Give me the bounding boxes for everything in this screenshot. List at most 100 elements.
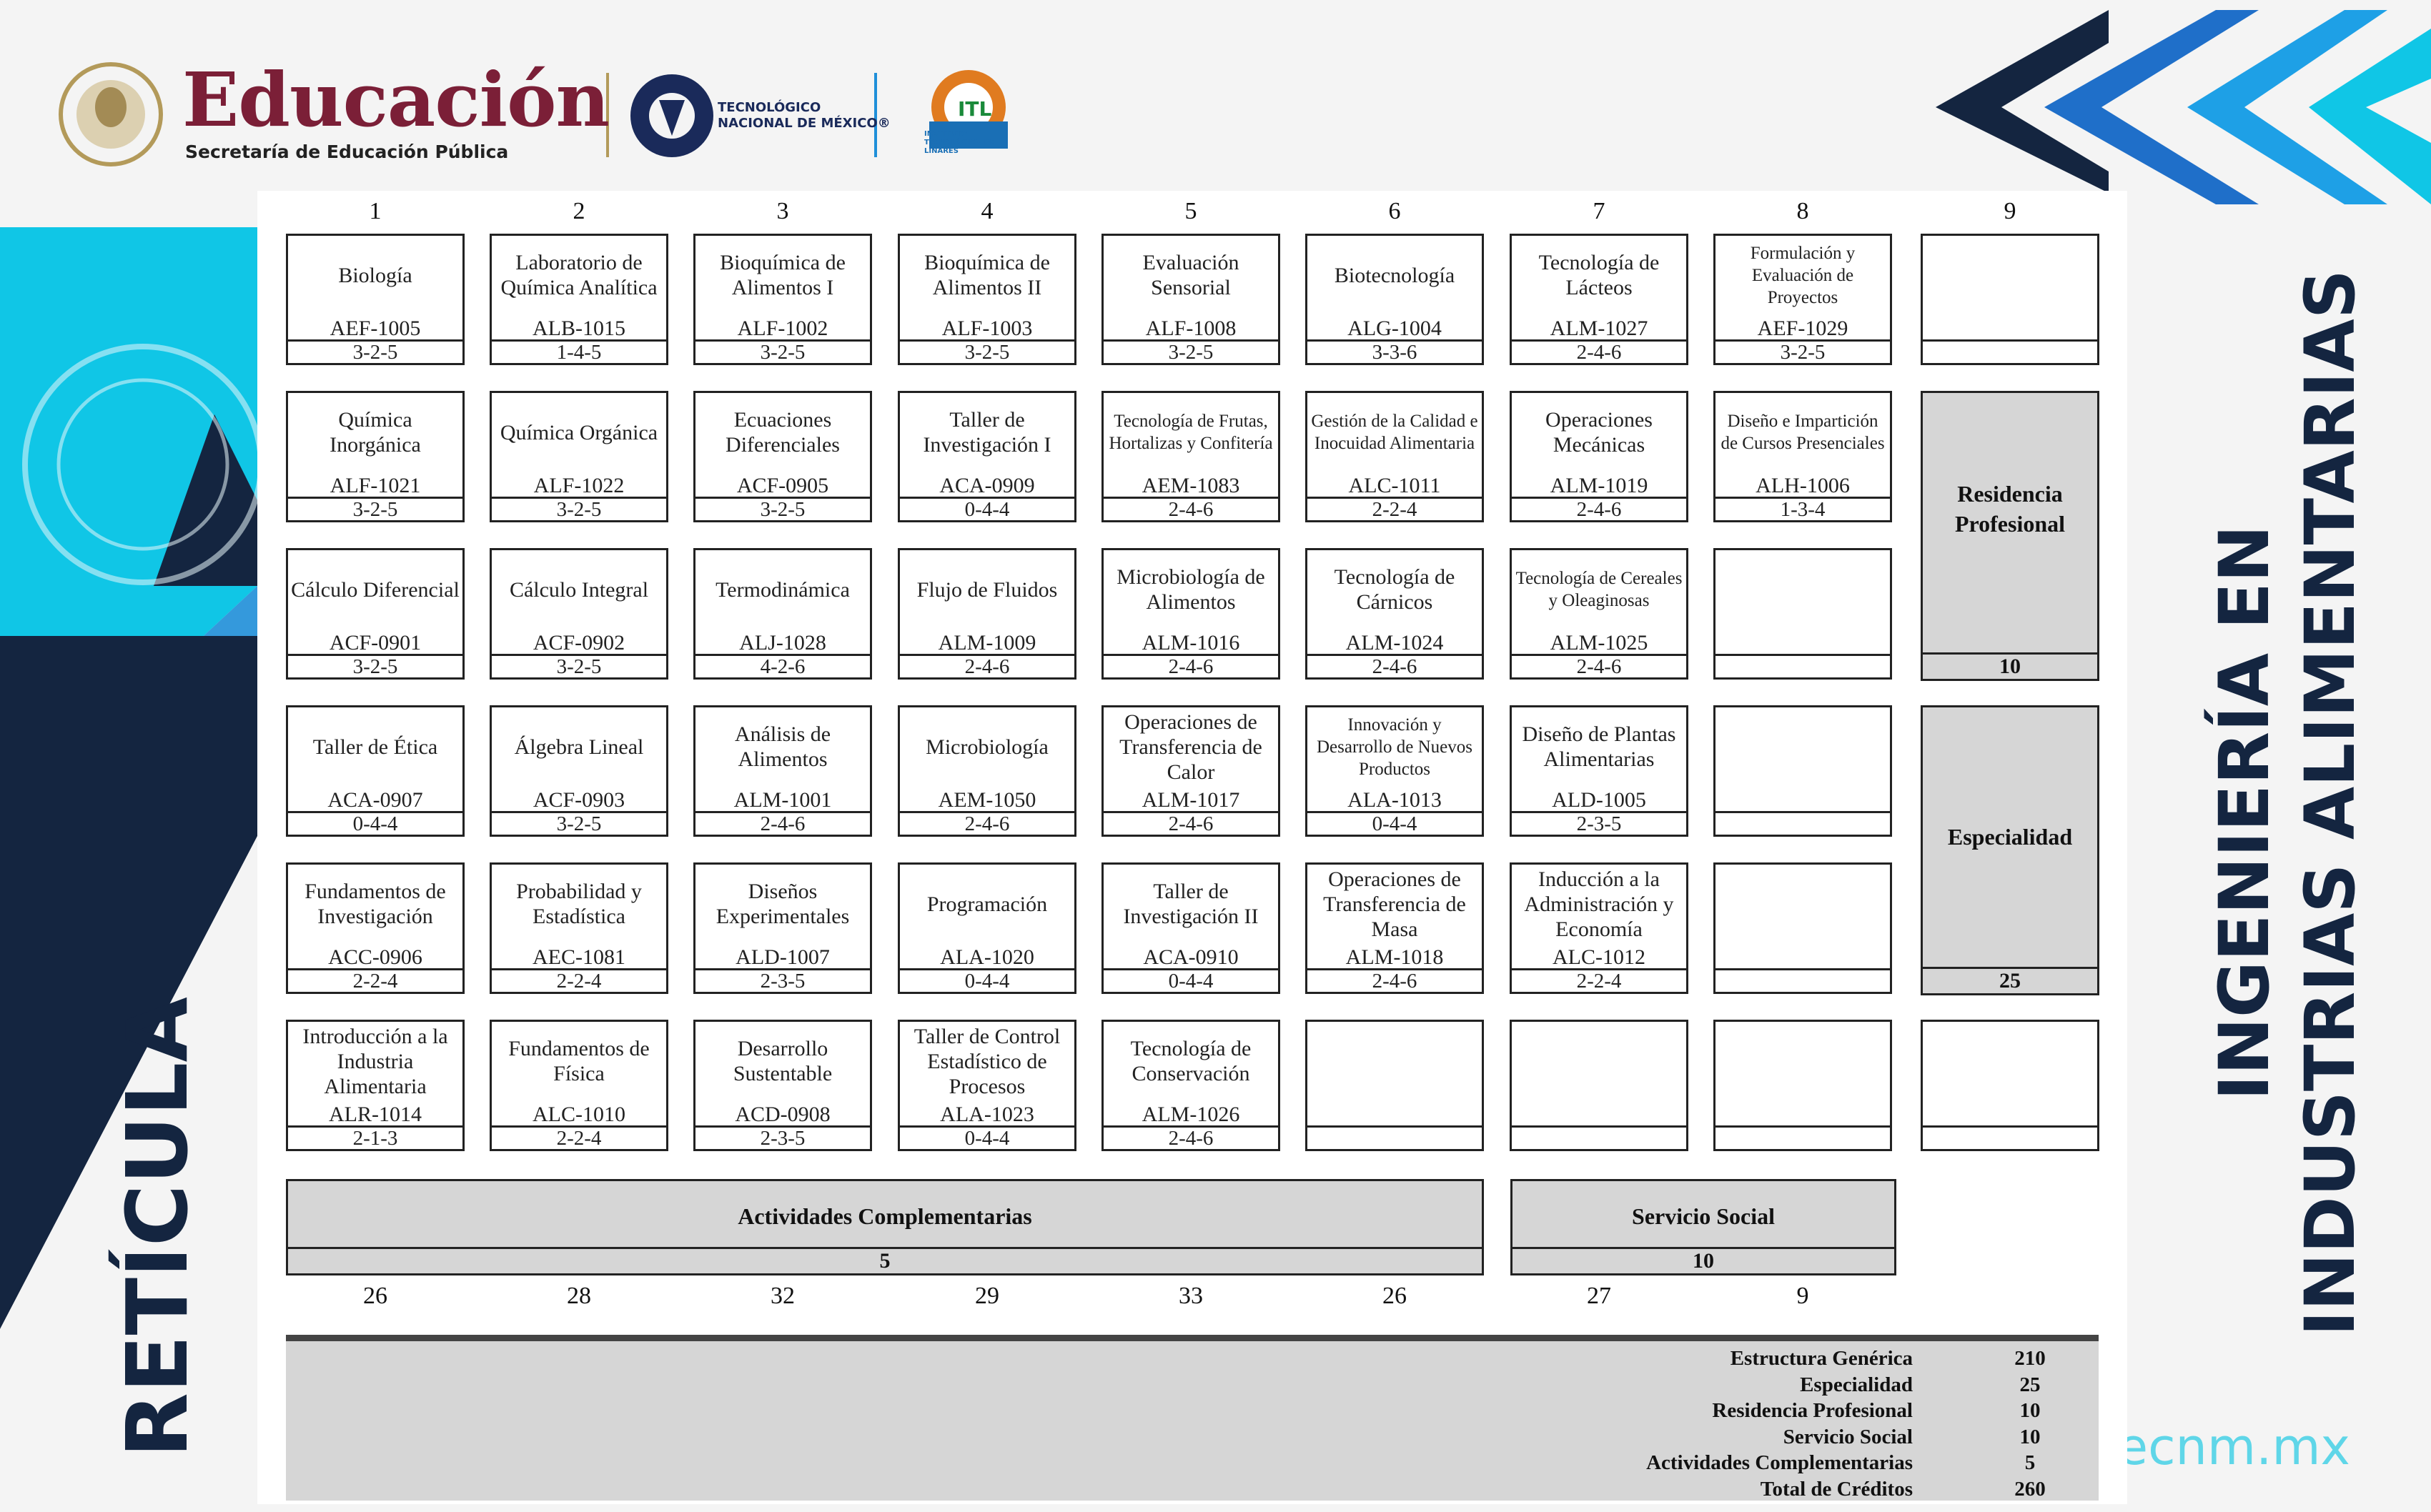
course-card: Tecnología de Cereales y Oleaginosas ALM-… (1510, 548, 1688, 680)
course-code: ALM-1025 (1550, 631, 1648, 655)
course-name: Taller de Control Estadístico de Proceso… (914, 1024, 1061, 1098)
course-card: Laboratorio de Química Analítica ALB-1015… (490, 234, 668, 365)
semester-credit-total: 27 (1587, 1283, 1611, 1309)
course-name: Bioquímica de Alimentos I (720, 251, 846, 299)
education-subtitle: Secretaría de Educación Pública (185, 141, 509, 162)
semester-credit-total: 29 (975, 1283, 999, 1309)
course-credits: 0-4-4 (900, 1125, 1074, 1149)
course-code: ALH-1006 (1756, 474, 1850, 497)
course-code: ALG-1004 (1347, 317, 1442, 340)
summary-value: 10 (2019, 1399, 2041, 1422)
course-card: Diseño e Impartición de Cursos Presencia… (1713, 391, 1892, 522)
course-name: Cálculo Diferencial (291, 577, 460, 602)
course-code (1307, 1102, 1482, 1128)
course-name: Tecnología de Cárnicos (1334, 565, 1455, 614)
course-credits: 3-3-6 (1307, 339, 1482, 363)
course-code (1923, 316, 2097, 342)
servicio-social-block: Servicio Social 10 (1510, 1179, 1896, 1275)
itl-gear-logo-icon: ITL (929, 70, 1008, 149)
education-title: Educación (182, 56, 610, 144)
course-code: ALF-1003 (941, 317, 1033, 340)
course-code: ALM-1009 (938, 631, 1036, 655)
course-card: Diseños Experimentales ALD-1007 2-3-5 (693, 862, 872, 994)
course-name: Evaluación Sensorial (1142, 251, 1239, 299)
course-name (1926, 1022, 2094, 1100)
course-credits: 2-4-6 (695, 811, 870, 835)
empty-course-card (1713, 705, 1892, 837)
course-name: Taller de Ética (312, 735, 438, 759)
course-code: ALC-1011 (1348, 474, 1441, 497)
residencia-label-line2: Profesional (1954, 511, 2066, 537)
course-code: ALA-1013 (1347, 788, 1442, 812)
empty-course-card (1921, 1020, 2099, 1151)
course-card: Programación ALA-1020 0-4-4 (898, 862, 1076, 994)
course-name: Inducción a la Administración y Economía (1524, 867, 1674, 941)
course-name (1718, 1022, 1887, 1100)
course-credits: 3-2-5 (695, 339, 870, 363)
course-credits: 2-3-5 (695, 1125, 870, 1149)
course-credits (1512, 1125, 1686, 1149)
summary-row: Especialidad 25 (286, 1372, 2099, 1398)
course-credits: 2-4-6 (1307, 654, 1482, 677)
course-credits: 2-3-5 (695, 968, 870, 992)
course-code: ALJ-1028 (739, 631, 826, 655)
course-credits: 2-2-4 (492, 1125, 666, 1149)
course-code (1715, 945, 1890, 970)
course-name: Fundamentos de Investigación (305, 880, 446, 928)
course-name: Laboratorio de Química Analítica (500, 251, 658, 299)
course-card: Microbiología AEM-1050 2-4-6 (898, 705, 1076, 837)
course-name: Química Orgánica (500, 420, 658, 444)
course-code: ALF-1008 (1145, 317, 1237, 340)
course-code: ALM-1018 (1345, 945, 1444, 969)
course-credits: 2-4-6 (1307, 968, 1482, 992)
course-card: Biotecnología ALG-1004 3-3-6 (1305, 234, 1484, 365)
course-credits: 2-4-6 (1512, 654, 1686, 677)
course-code: ALD-1005 (1552, 788, 1646, 812)
course-name: Diseño de Plantas Alimentarias (1522, 722, 1676, 771)
course-credits: 2-3-5 (1512, 811, 1686, 835)
course-credits: 3-2-5 (900, 339, 1074, 363)
itl-name-line1: INSTITUTO (924, 130, 968, 138)
course-credits: 2-4-6 (1104, 497, 1278, 520)
course-code (1715, 1102, 1890, 1128)
course-card: Biología AEF-1005 3-2-5 (286, 234, 465, 365)
career-title-line1: INGENIERÍA EN (2204, 525, 2284, 1100)
summary-row: Total de Créditos 260 (286, 1476, 2099, 1502)
course-code: AEC-1081 (533, 945, 625, 969)
especialidad-credits: 25 (1923, 967, 2097, 993)
course-code: ALM-1019 (1550, 474, 1648, 497)
summary-value: 25 (2019, 1373, 2041, 1396)
course-code: ALC-1012 (1553, 945, 1645, 969)
course-card: Gestión de la Calidad e Inocuidad Alimen… (1305, 391, 1484, 522)
tecnm-name: TECNOLÓGICO NACIONAL DE MÉXICO® (718, 100, 891, 131)
course-code (1715, 630, 1890, 656)
course-credits: 2-4-6 (1104, 654, 1278, 677)
course-credits: 3-2-5 (695, 497, 870, 520)
course-code: ALM-1024 (1345, 631, 1444, 655)
course-credits: 0-4-4 (1104, 968, 1278, 992)
footer-url[interactable]: ecnm.mx (2117, 1418, 2350, 1476)
course-name: Microbiología (926, 735, 1049, 759)
semester-number: 6 (1388, 198, 1401, 224)
course-card: Termodinámica ALJ-1028 4-2-6 (693, 548, 872, 680)
course-credits: 2-4-6 (1104, 1125, 1278, 1149)
course-code: AEF-1005 (330, 317, 421, 340)
course-credits: 0-4-4 (1307, 811, 1482, 835)
course-name: Biotecnología (1334, 263, 1455, 287)
course-card: Tecnología de Cárnicos ALM-1024 2-4-6 (1305, 548, 1484, 680)
course-card: Bioquímica de Alimentos II ALF-1003 3-2-5 (898, 234, 1076, 365)
course-name: Desarrollo Sustentable (733, 1037, 833, 1085)
course-code (1715, 787, 1890, 813)
residencia-credits: 10 (1923, 652, 2097, 679)
course-name: Tecnología de Conservación (1130, 1037, 1252, 1085)
course-credits: 2-2-4 (1307, 497, 1482, 520)
course-card: Álgebra Lineal ACF-0903 3-2-5 (490, 705, 668, 837)
semester-credit-total: 28 (567, 1283, 591, 1309)
course-code: ACC-0906 (328, 945, 422, 969)
course-credits: 3-2-5 (288, 339, 462, 363)
course-credits: 3-2-5 (492, 497, 666, 520)
course-code: AEM-1083 (1142, 474, 1240, 497)
course-name (1515, 1022, 1683, 1100)
course-name: Análisis de Alimentos (734, 722, 831, 771)
